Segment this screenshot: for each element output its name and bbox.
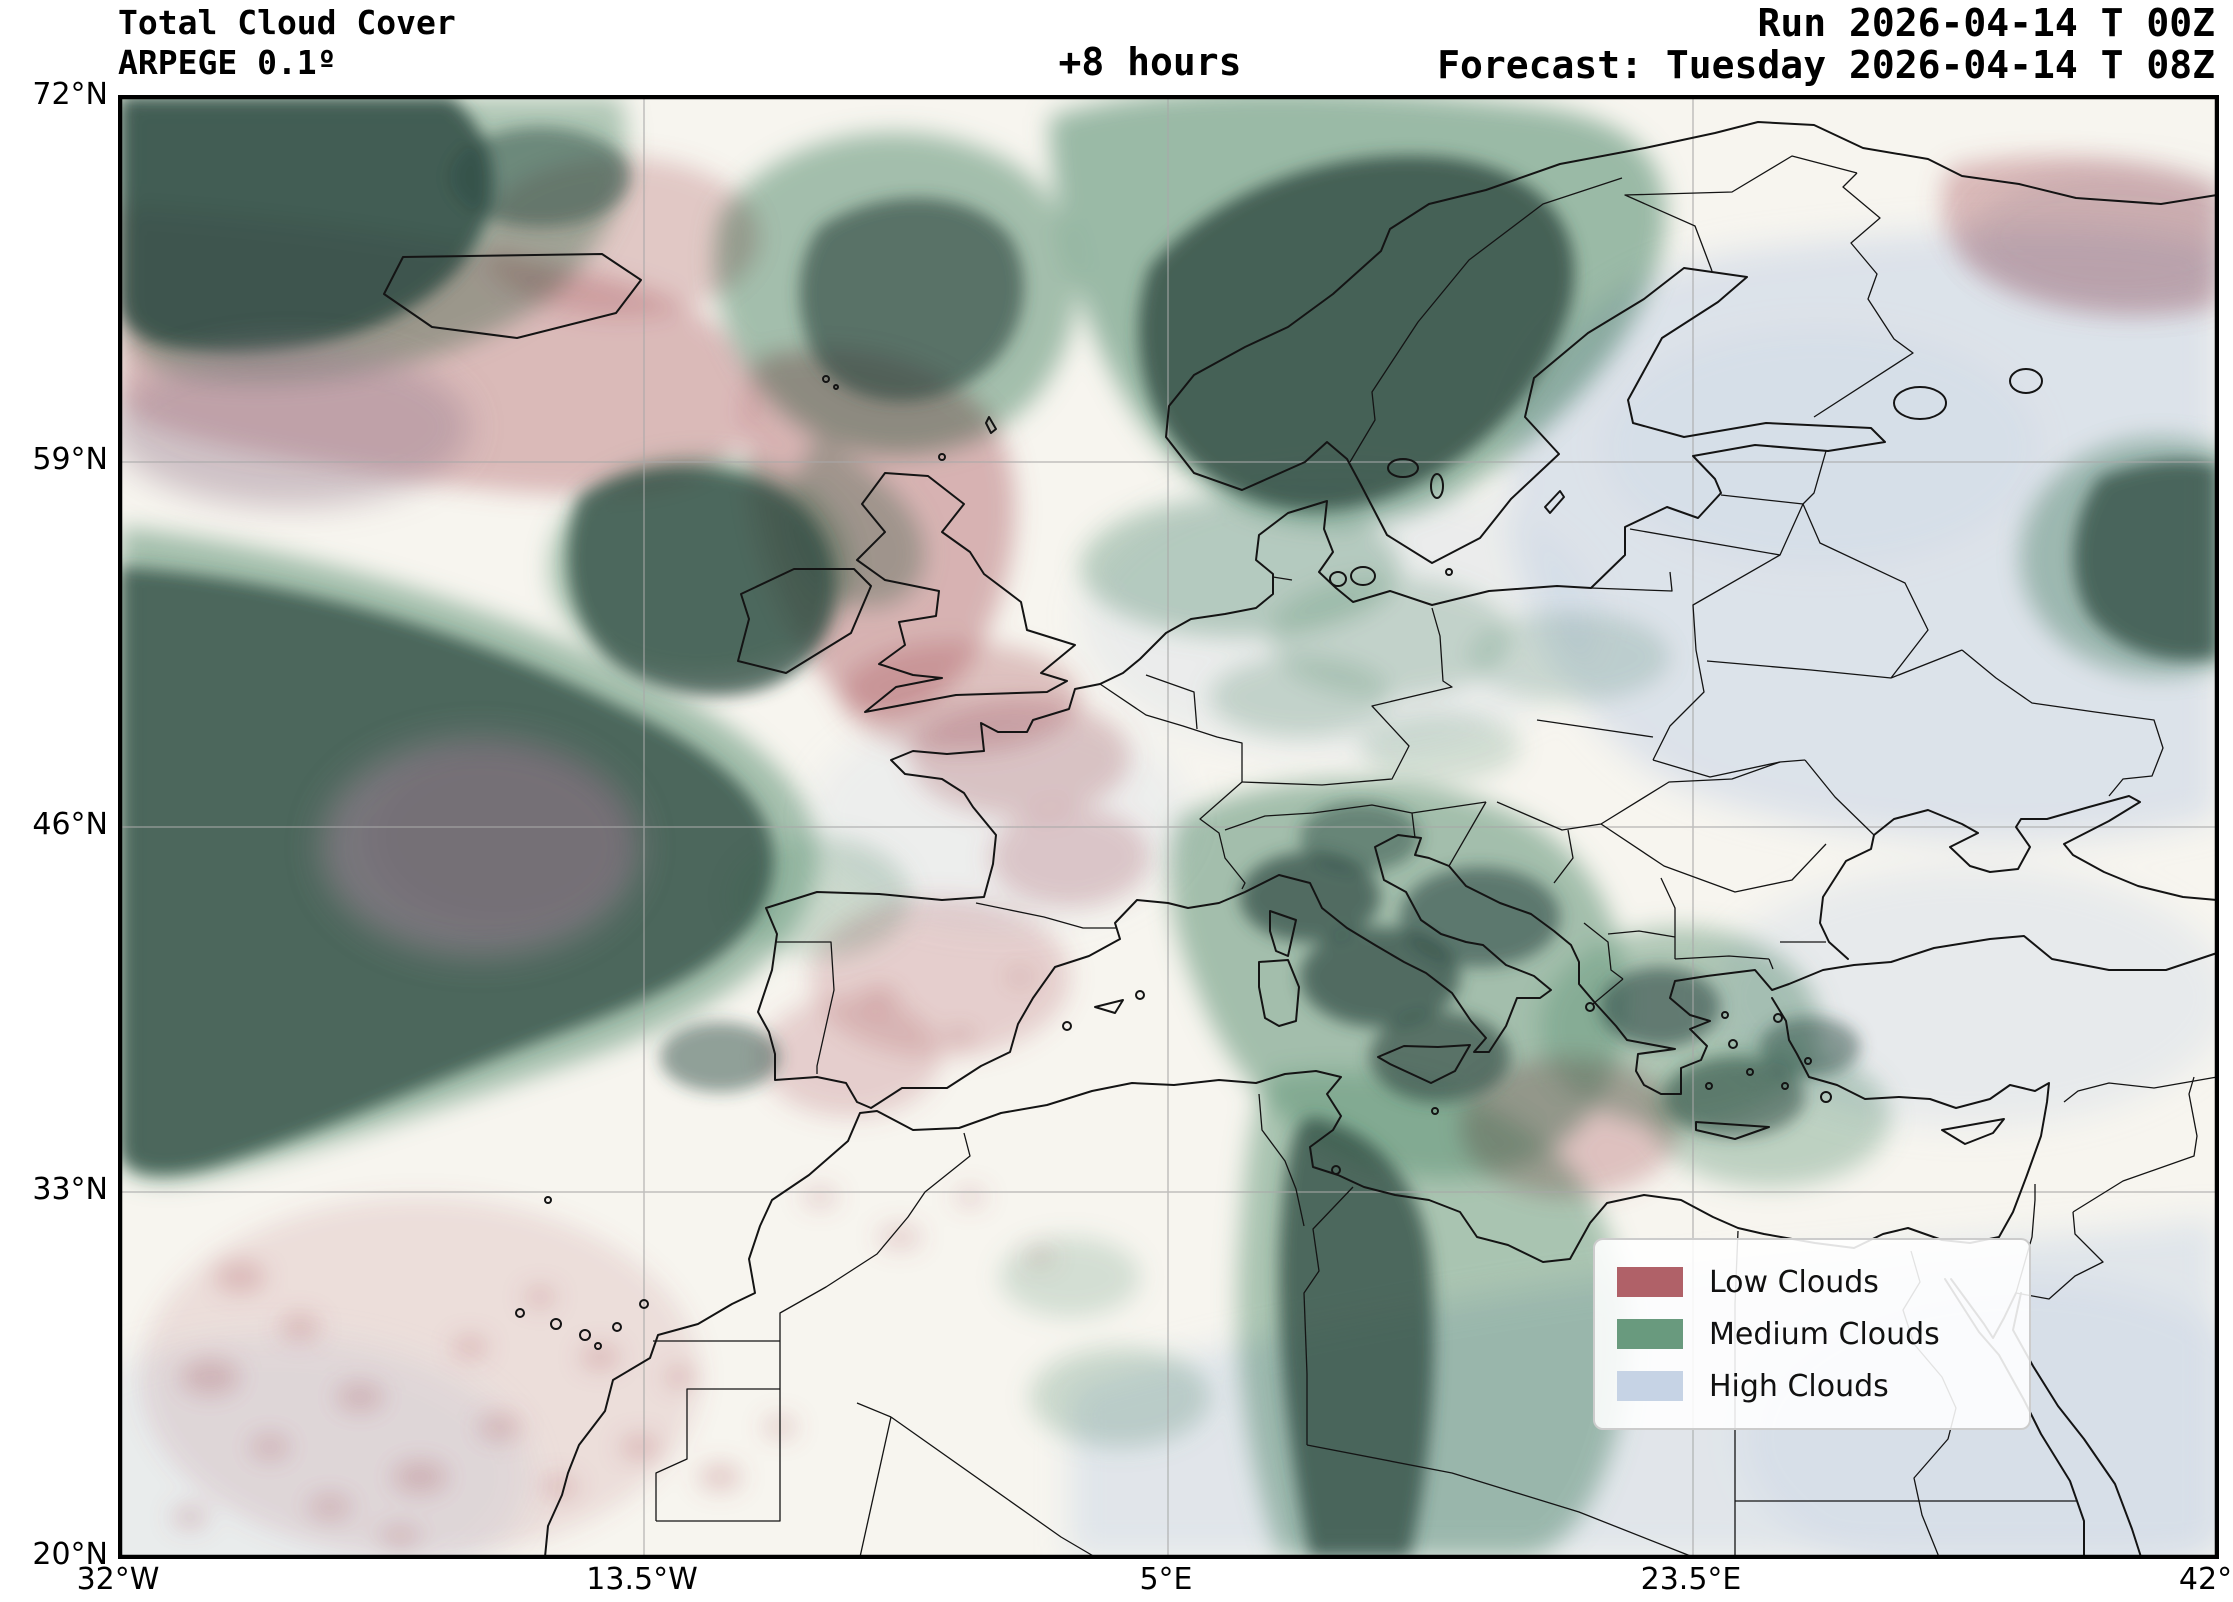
xtick-32w: 32°W: [76, 1562, 160, 1597]
high-clouds-label: High Clouds: [1709, 1368, 1889, 1404]
model-label: ARPEGE 0.1º: [118, 43, 337, 82]
medium-clouds-swatch: [1617, 1319, 1683, 1349]
ytick-59n: 59°N: [32, 442, 108, 477]
legend-row-medium: Medium Clouds: [1617, 1308, 2007, 1360]
overlap-clouds-layer: [120, 97, 2217, 1557]
medium-clouds-label: Medium Clouds: [1709, 1316, 1940, 1352]
high-clouds-swatch: [1617, 1371, 1683, 1401]
map-frame: [120, 97, 2217, 1557]
low-clouds-label: Low Clouds: [1709, 1264, 1879, 1300]
ytick-33n: 33°N: [32, 1172, 108, 1207]
xtick-5e: 5°E: [1139, 1562, 1193, 1597]
forecast-label: Forecast: Tuesday 2026-04-14 T 08Z: [1437, 43, 2215, 87]
ytick-20n: 20°N: [32, 1537, 108, 1572]
lead-time-label: +8 hours: [1058, 40, 1242, 84]
legend-row-high: High Clouds: [1617, 1360, 2007, 1412]
xtick-235e: 23.5°E: [1640, 1562, 1742, 1597]
map-plot-area: [118, 95, 2219, 1559]
mixed-clouds-layer: [120, 167, 2217, 957]
map-canvas: [120, 97, 2217, 1557]
run-label: Run 2026-04-14 T 00Z: [1757, 1, 2215, 45]
ytick-72n: 72°N: [32, 77, 108, 112]
legend-row-low: Low Clouds: [1617, 1256, 2007, 1308]
ytick-46n: 46°N: [32, 807, 108, 842]
page-title: Total Cloud Cover: [118, 3, 456, 42]
low-clouds-swatch: [1617, 1267, 1683, 1297]
xtick-135w: 13.5°W: [586, 1562, 698, 1597]
legend: Low Clouds Medium Clouds High Clouds: [1593, 1238, 2031, 1430]
country-borders: [653, 155, 2217, 1557]
xtick-42e: 42°E: [2178, 1562, 2233, 1597]
coastlines: [383, 121, 2217, 1557]
